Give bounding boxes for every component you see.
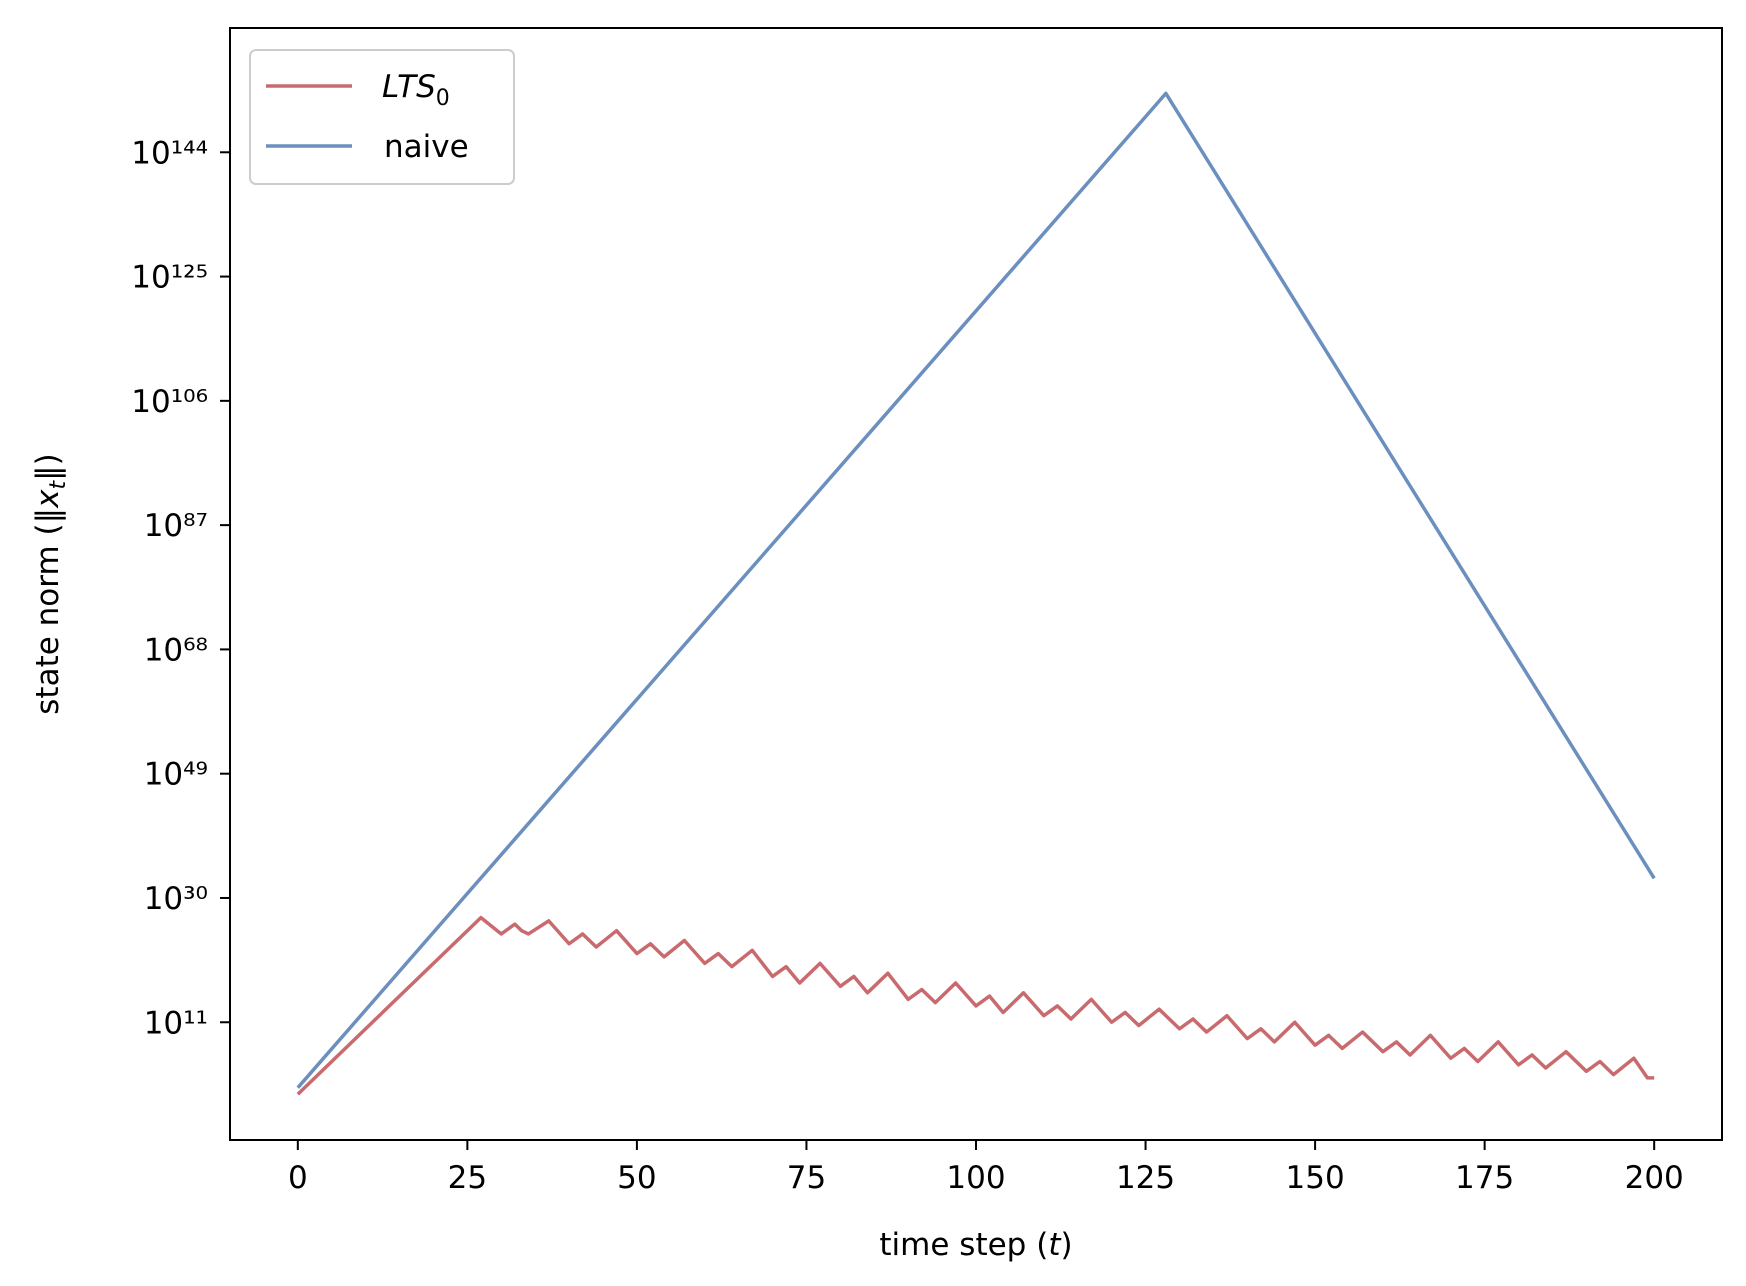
legend-box: [249, 49, 515, 185]
plot-area: [230, 28, 1722, 1140]
series-layer: [296, 91, 1656, 1096]
y-tick-label: 10⁶⁸: [144, 632, 208, 668]
y-axis-ticks: 10¹¹ 10³⁰ 10⁴⁹ 10⁶⁸ 10⁸⁷ 10¹⁰⁶ 10¹²⁵ 10¹⁴⁴: [131, 135, 230, 1041]
x-tick-label: 50: [617, 1160, 656, 1196]
x-axis-ticks: 0 25 50 75 100 125 150 175 200: [288, 1140, 1684, 1196]
legend-label-lts0: LTS0: [382, 69, 450, 111]
x-tick-label: 125: [1116, 1160, 1175, 1196]
legend-label-naive: naive: [384, 129, 469, 165]
y-tick-label: 10¹⁰⁶: [131, 384, 208, 420]
y-tick-label: 10¹¹: [144, 1005, 208, 1041]
series-line-lts0: [296, 915, 1655, 1096]
x-tick-label: 100: [946, 1160, 1005, 1196]
x-axis-label: time step (t): [879, 1227, 1072, 1263]
x-tick-label: 75: [787, 1160, 826, 1196]
x-tick-label: 175: [1455, 1160, 1514, 1196]
series-line-naive: [296, 91, 1656, 1089]
legend: LTS0 naive: [249, 49, 515, 185]
x-tick-label: 150: [1286, 1160, 1345, 1196]
y-tick-label: 10¹⁴⁴: [131, 135, 208, 171]
y-tick-label: 10⁸⁷: [144, 508, 208, 544]
y-tick-label: 10¹²⁵: [131, 260, 208, 296]
y-axis-label: state norm (‖xt‖): [30, 453, 71, 714]
x-tick-label: 200: [1625, 1160, 1684, 1196]
y-tick-label: 10³⁰: [144, 881, 208, 917]
y-tick-label: 10⁴⁹: [144, 757, 208, 793]
x-tick-label: 25: [448, 1160, 487, 1196]
x-tick-label: 0: [288, 1160, 308, 1196]
